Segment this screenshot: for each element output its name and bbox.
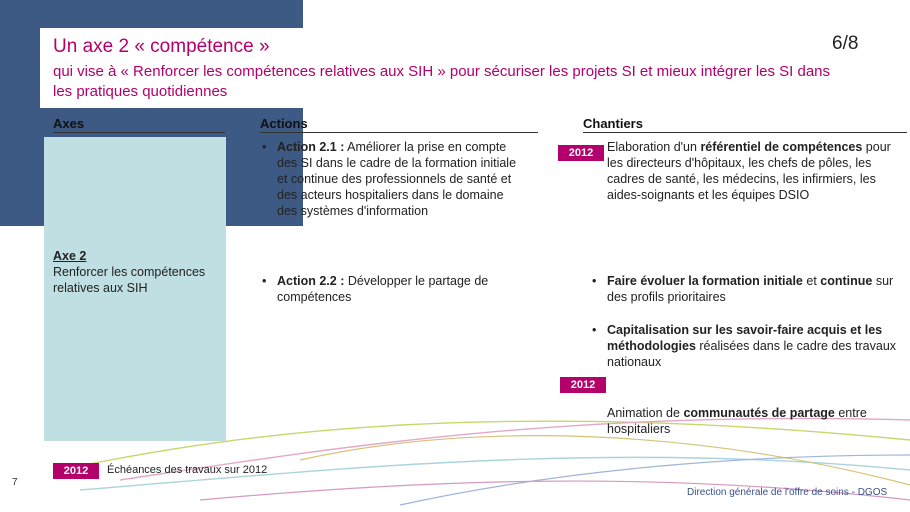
page-indicator: 6/8 (832, 33, 859, 54)
column-header-axes: Axes (53, 116, 225, 133)
axe-box (44, 137, 226, 441)
year-badge: 2012 (560, 377, 606, 393)
chantier-item: • Capitalisation sur les savoir-faire ac… (592, 322, 897, 370)
bullet-icon: • (592, 323, 597, 337)
chantier-bold: référentiel de compétences (700, 140, 863, 154)
column-header-chantiers: Chantiers (583, 116, 907, 133)
axe-text-block: Axe 2 Renforcer les compétences relative… (53, 248, 225, 296)
axe-title: Axe 2 (53, 249, 87, 263)
axe-description: Renforcer les compétences relatives aux … (53, 265, 206, 295)
year-badge: 2012 (558, 145, 604, 161)
chantier-bold: Faire évoluer la formation initiale (607, 274, 803, 288)
slide-number: 7 (12, 477, 18, 488)
action-item: • Action 2.2 : Développer le partage de … (262, 273, 522, 305)
chantier-item: • Faire évoluer la formation initiale et… (592, 273, 897, 305)
slide-title: Un axe 2 « compétence » (53, 36, 270, 57)
chantier-bold: Capitalisation sur les savoir-faire acqu… (607, 323, 883, 353)
action-label: Action 2.2 : (277, 274, 345, 288)
chantier-bold: communautés de partage (683, 406, 835, 420)
chantier-item: Animation de communautés de partage entr… (607, 405, 902, 437)
chantier-bold: continue (820, 274, 873, 288)
title-panel (40, 28, 910, 108)
chantier-text: et (802, 274, 821, 288)
chantier-text: entre hospitaliers (607, 406, 867, 436)
bullet-icon: • (262, 274, 267, 288)
action-text: Développer le partage de compétences (277, 274, 489, 304)
chantier-text: Animation de (607, 406, 684, 420)
chantier-text: pour les directeurs d'hôpitaux, les chef… (607, 140, 891, 202)
chantier-text: sur des profils prioritaires (607, 274, 894, 304)
bullet-icon: • (592, 274, 597, 288)
chantier-text: Elaboration d'un (607, 140, 701, 154)
action-item: • Action 2.1 : Améliorer la prise en com… (262, 139, 522, 219)
chantier-item: Elaboration d'un référentiel de compéten… (607, 139, 902, 203)
chantier-text: réalisées dans le cadre des travaux nati… (607, 339, 897, 369)
legend-text: Échéances des travaux sur 2012 (107, 464, 268, 476)
legend-badge: 2012 (53, 463, 99, 479)
column-header-actions: Actions (260, 116, 538, 133)
footer-text: Direction générale de l'offre de soins -… (687, 487, 888, 498)
bullet-icon: • (262, 140, 267, 154)
action-text: Améliorer la prise en compte des SI dans… (277, 140, 517, 218)
action-label: Action 2.1 : (277, 140, 345, 154)
slide-subtitle: qui vise à « Renforcer les compétences r… (53, 63, 831, 100)
